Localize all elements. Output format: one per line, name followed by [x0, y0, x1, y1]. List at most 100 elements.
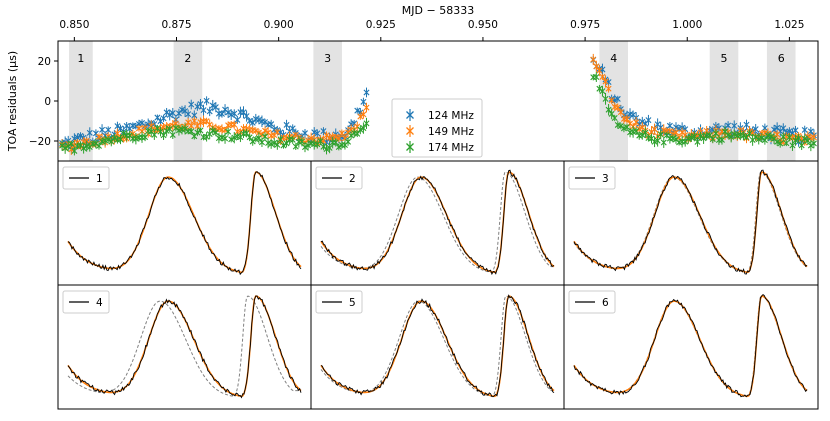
data-point — [602, 92, 609, 105]
data-point — [780, 123, 787, 134]
data-point — [292, 143, 299, 150]
data-point — [231, 120, 238, 129]
data-point — [691, 131, 698, 142]
data-point — [697, 131, 704, 141]
data-point — [117, 134, 124, 145]
data-point — [188, 99, 195, 110]
data-point — [688, 133, 695, 142]
shaded-window-1 — [69, 41, 93, 161]
data-point — [280, 142, 287, 149]
data-point — [123, 122, 130, 130]
data-point — [249, 137, 256, 146]
data-point — [363, 87, 370, 98]
data-point — [360, 97, 367, 106]
data-point — [203, 96, 210, 106]
data-point — [255, 115, 262, 125]
data-point — [623, 123, 630, 131]
data-point — [617, 108, 624, 116]
y-tick-label: −20 — [29, 136, 51, 148]
data-point — [268, 139, 275, 149]
data-point — [608, 96, 615, 104]
shaded-window-2 — [173, 41, 203, 161]
profile-panel-4 — [67, 295, 302, 399]
data-point — [92, 129, 99, 138]
data-point — [605, 103, 612, 116]
data-point — [166, 109, 173, 121]
profile-panel-6 — [573, 293, 808, 398]
data-point — [209, 126, 216, 136]
data-point — [657, 129, 664, 140]
panel-legend-label: 6 — [602, 297, 609, 309]
data-point — [798, 140, 805, 151]
data-point — [95, 142, 102, 150]
y-tick-label: 0 — [44, 96, 51, 108]
data-point — [623, 114, 630, 124]
data-point — [212, 128, 219, 137]
data-point — [332, 138, 339, 147]
panel-legends: 1 2 3 4 5 6 — [62, 166, 616, 314]
data-point — [231, 109, 238, 118]
data-point — [654, 134, 661, 147]
data-point — [228, 136, 235, 143]
data-point — [596, 64, 603, 77]
panel-legend-label: 1 — [96, 173, 103, 185]
data-point — [755, 133, 762, 145]
data-point — [774, 130, 781, 139]
toa-residuals-panel: 1 2 3 4 5 6 0.850 0.875 0.900 0.925 0.950 0.975 1.0… — [6, 4, 819, 162]
x-tick-label: 1.025 — [774, 19, 804, 31]
data-point — [185, 109, 192, 119]
data-point — [188, 127, 195, 135]
observed-profile-line — [573, 293, 808, 398]
data-point — [783, 140, 790, 147]
data-point — [335, 143, 342, 151]
data-point — [80, 142, 87, 154]
data-point — [197, 127, 204, 134]
residual-series — [59, 53, 817, 156]
data-point — [132, 122, 139, 130]
data-point — [731, 120, 738, 132]
data-point — [357, 125, 364, 135]
data-point — [725, 131, 732, 139]
data-point — [777, 139, 784, 148]
data-point — [633, 127, 640, 136]
data-point — [212, 102, 219, 113]
data-point — [271, 137, 278, 148]
data-point — [302, 142, 308, 153]
data-point — [305, 140, 312, 151]
data-point — [252, 127, 259, 135]
data-point — [215, 107, 222, 120]
data-point — [283, 139, 290, 148]
data-point — [99, 124, 106, 136]
data-point — [255, 132, 262, 144]
data-point — [789, 139, 796, 151]
data-point — [320, 127, 327, 136]
panel-legend: 3 — [568, 166, 616, 190]
data-point — [200, 104, 207, 116]
data-point — [593, 60, 600, 73]
data-point — [225, 127, 232, 136]
data-point — [712, 128, 719, 138]
data-point — [660, 137, 667, 148]
data-point — [338, 129, 345, 137]
data-point — [743, 119, 750, 130]
panel-legend: 5 — [315, 290, 363, 314]
pulse-profile-grid: 1 2 3 4 5 6 — [57, 160, 819, 410]
data-point — [636, 125, 643, 133]
data-point — [795, 133, 802, 143]
data-point — [274, 139, 281, 150]
x-tick-label: 0.850 — [59, 19, 89, 31]
data-point — [614, 103, 621, 112]
data-point — [191, 116, 198, 126]
data-point — [111, 133, 118, 143]
panel-legend: 6 — [568, 290, 616, 314]
data-point — [169, 107, 176, 119]
data-point — [151, 129, 158, 140]
legend-label-124: 124 MHz — [428, 110, 474, 122]
data-point — [105, 136, 112, 144]
data-point — [633, 116, 640, 128]
data-point — [246, 117, 253, 124]
data-point — [642, 127, 649, 139]
legend-marker — [406, 141, 414, 153]
data-point — [752, 133, 759, 141]
